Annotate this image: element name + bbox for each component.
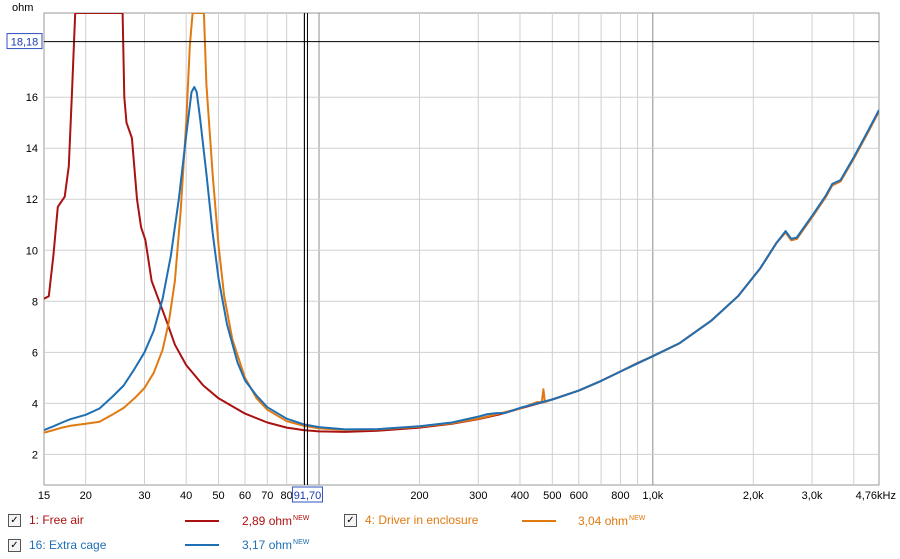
x-tick-label: 30 [138, 490, 150, 502]
x-tick-label: 60 [239, 490, 251, 502]
legend-label-driver-enclosure: 4: Driver in enclosure [365, 513, 479, 527]
x-tick-label: 20 [80, 490, 92, 502]
x-tick-label: 15 [38, 490, 50, 502]
x-tick-label: 400 [511, 490, 529, 502]
legend-line-driver-enclosure [522, 520, 556, 522]
x-tick-label: 80 [281, 490, 293, 502]
x-tick-label: 600 [570, 490, 588, 502]
y-tick-label: 16 [26, 92, 38, 104]
cursor-x-label: 91,70 [294, 490, 322, 502]
x-tick-label: 50 [212, 490, 224, 502]
y-tick-label: 2 [32, 449, 38, 461]
legend-value-driver-enclosure: 3,04 ohmNEW [578, 514, 646, 528]
legend-label-extra-cage: 16: Extra cage [29, 538, 107, 552]
y-tick-label: 8 [32, 296, 38, 308]
y-tick-label: 10 [26, 245, 38, 257]
legend-value-free-air: 2,89 ohmNEW [242, 514, 310, 528]
legend-value-extra-cage: 3,17 ohmNEW [242, 538, 310, 552]
y-tick-label: 12 [26, 194, 38, 206]
legend-item-extra-cage[interactable]: ✓ 16: Extra cage [8, 535, 106, 555]
x-tick-label: 200 [410, 490, 428, 502]
plot-area [43, 12, 880, 486]
cursor-x-box [291, 486, 323, 503]
checkbox-free-air[interactable]: ✓ [8, 513, 21, 527]
legend-line-extra-cage [185, 544, 219, 546]
y-tick-label: 4 [32, 398, 38, 410]
x-tick-label: 300 [469, 490, 487, 502]
legend: ✓ 1: Free air 2,89 ohmNEW ✓ 4: Driver in… [0, 506, 900, 559]
x-tick-label: 70 [261, 490, 273, 502]
x-tick-label: 3,0k [802, 490, 823, 502]
new-badge: NEW [629, 515, 646, 522]
x-tick-label: 500 [543, 490, 561, 502]
checkbox-driver-enclosure[interactable]: ✓ [344, 513, 357, 527]
legend-label-free-air: 1: Free air [29, 513, 84, 527]
y-tick-label: 6 [32, 347, 38, 359]
new-badge: NEW [293, 515, 310, 522]
x-tick-label: 800 [611, 490, 629, 502]
checkbox-extra-cage[interactable]: ✓ [8, 538, 21, 552]
y-axis-label: ohm [12, 2, 33, 14]
x-tick-label: 2,0k [743, 490, 764, 502]
x-tick-label: 4,76kHz [856, 490, 896, 502]
legend-item-driver-enclosure[interactable]: ✓ 4: Driver in enclosure [344, 510, 478, 530]
y-tick-label: 14 [26, 143, 38, 155]
cursor-y-label: 18,18 [11, 37, 39, 49]
impedance-chart[interactable]: 2 4 6 8 10 12 14 16 ohm 15 20 30 40 50 60 70 80 200 300 400… [0, 0, 900, 506]
legend-item-free-air[interactable]: ✓ 1: Free air [8, 510, 84, 530]
x-tick-label: 40 [180, 490, 192, 502]
grid [44, 13, 879, 485]
new-badge: NEW [293, 539, 310, 546]
series-line-2[interactable] [44, 86, 879, 432]
cursor-y-box [6, 33, 43, 50]
x-tick-label: 1,0k [642, 490, 663, 502]
legend-line-free-air [185, 520, 219, 522]
